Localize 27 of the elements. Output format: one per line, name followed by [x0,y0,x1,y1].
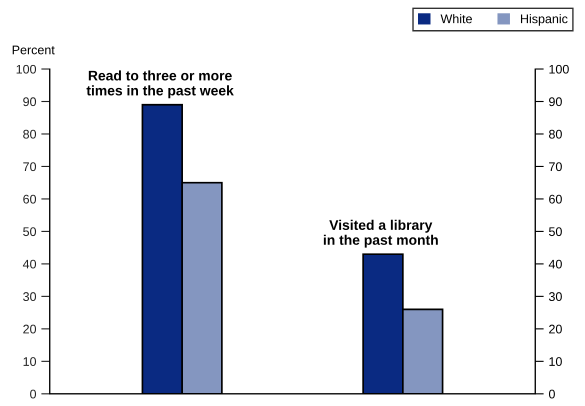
y2-tick-label: 20 [549,324,562,334]
x-tick-label: Read to three or more times in the past week [86,70,234,98]
y2-tick-label: 70 [549,162,562,172]
y2-tick-label: 90 [549,97,562,106]
y-tick-label: 50 [23,227,36,236]
x-tick-label: Visited a library in the past month [324,220,438,248]
y2-tick-label: 40 [548,260,562,269]
y-tick-label: 40 [22,260,36,269]
y-tick-label: 90 [23,97,36,106]
legend-label: White [440,14,472,24]
legend-label: Hispanic [520,14,568,26]
y-tick-label: 20 [23,324,36,334]
y2-tick-label: 60 [549,194,562,204]
y-axis-title: Percent [12,46,55,54]
y-tick-label: 100 [16,64,36,74]
y-tick-label: 60 [23,194,36,204]
y-tick-label: 0 [30,390,36,398]
y-tick-label: 10 [24,357,36,366]
y2-tick-label: 50 [548,227,562,236]
y2-tick-label: 0 [548,390,555,398]
y2-tick-label: 100 [549,64,569,74]
y-tick-label: 80 [23,130,36,139]
y2-tick-label: 30 [548,292,562,302]
y2-tick-label: 10 [549,357,562,366]
y2-tick-label: 80 [549,130,562,139]
y-tick-label: 70 [23,162,36,172]
y-tick-label: 30 [23,292,36,302]
